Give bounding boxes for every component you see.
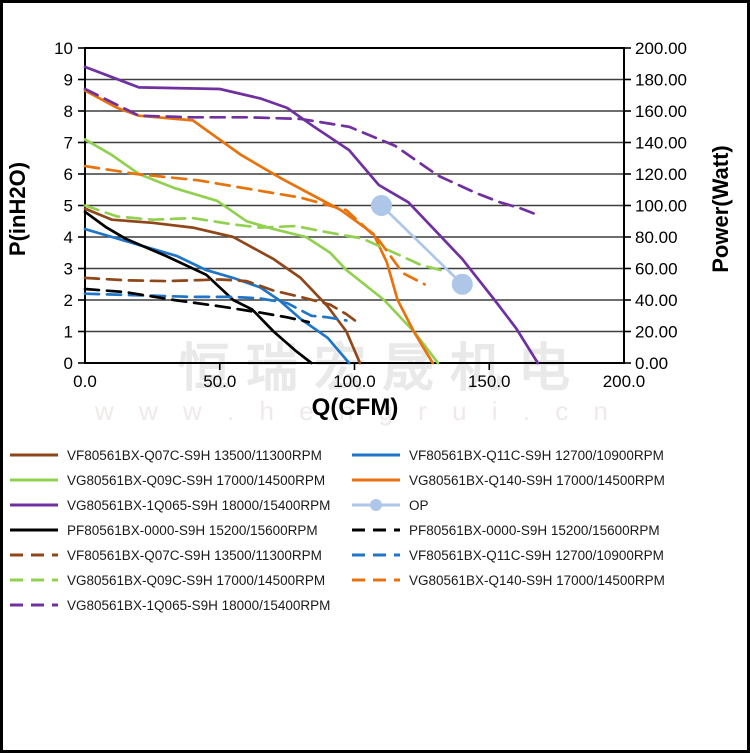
op-marker — [451, 273, 473, 295]
legend-line-swatch — [10, 453, 58, 457]
watermark-chinese-text: 恒瑞宏晟机电 — [178, 340, 587, 398]
legend-label: VG80561BX-Q09C-S9H 17000/14500RPM — [67, 472, 326, 488]
legend-item: VG80561BX-1Q065-S9H 18000/15400RPM — [8, 594, 330, 616]
op-marker — [370, 195, 392, 216]
y-right-tick-label: 80.00 — [635, 228, 678, 247]
y-right-tick-label: 60.00 — [635, 260, 678, 279]
legend-label: VF80561BX-Q11C-S9H 12700/10900RPM — [409, 447, 664, 463]
legend-swatch-marker — [370, 499, 382, 511]
series-line — [83, 207, 362, 365]
legend-label: VF80561BX-Q07C-S9H 13500/11300RPM — [67, 547, 322, 563]
legend-label: VF80561BX-Q11C-S9H 12700/10900RPM — [409, 547, 664, 563]
y-right-axis-title: Power(Watt) — [708, 145, 733, 273]
legend-item: PF80561BX-0000-S9H 15200/15600RPM — [350, 519, 660, 541]
series-line — [83, 87, 540, 217]
y-right-tick-label: 200.00 — [635, 39, 687, 58]
series-line — [83, 287, 311, 324]
legend-line-swatch — [352, 553, 400, 557]
legend-line-swatch — [10, 553, 58, 557]
y-left-tick-label: 7 — [64, 134, 73, 153]
x-tick-label: 0.0 — [73, 372, 97, 391]
y-left-tick-label: 9 — [64, 71, 73, 90]
legend-item: VF80561BX-Q11C-S9H 12700/10900RPM — [350, 444, 664, 466]
y-left-tick-label: 8 — [64, 102, 73, 121]
legend-line-swatch — [352, 528, 400, 532]
series-line — [83, 292, 348, 322]
y-left-tick-label: 5 — [64, 197, 73, 216]
y-right-tick-label: 160.00 — [635, 102, 687, 121]
legend-line-swatch — [352, 578, 400, 582]
x-axis-title: Q(CFM) — [311, 394, 399, 421]
y-right-tick-label: 0.00 — [635, 354, 668, 373]
series-line — [83, 210, 313, 365]
legend-line-swatch — [10, 503, 58, 507]
y-left-tick-label: 1 — [64, 323, 73, 342]
legend-label: VG80561BX-1Q065-S9H 18000/15400RPM — [67, 597, 331, 613]
y-left-tick-label: 3 — [64, 260, 73, 279]
series-line — [83, 65, 540, 365]
legend-item: VG80561BX-Q09C-S9H 17000/14500RPM — [8, 469, 325, 491]
legend-label: PF80561BX-0000-S9H 15200/15600RPM — [67, 522, 318, 538]
legend-item: VG80561BX-1Q065-S9H 18000/15400RPM — [8, 494, 330, 516]
x-tick-label: 200.0 — [603, 372, 646, 391]
y-right-tick-label: 120.00 — [635, 165, 687, 184]
x-tick-label: 100.0 — [333, 372, 376, 391]
series-line — [380, 204, 464, 286]
y-right-tick-label: 100.00 — [635, 197, 687, 216]
legend-label: VG80561BX-Q09C-S9H 17000/14500RPM — [67, 572, 326, 588]
series-line — [83, 276, 359, 324]
legend-op-marker-swatch — [352, 499, 400, 511]
y-left-axis-title: P(inH2O) — [5, 161, 30, 257]
x-tick-label: 50.0 — [203, 372, 236, 391]
legend-item: VF80561BX-Q11C-S9H 12700/10900RPM — [350, 544, 664, 566]
y-right-tick-label: 180.00 — [635, 71, 687, 90]
y-left-tick-label: 10 — [54, 39, 73, 58]
legend-item: VG80561BX-Q09C-S9H 17000/14500RPM — [8, 569, 325, 591]
legend-item: PF80561BX-0000-S9H 15200/15600RPM — [8, 519, 318, 541]
legend-label: OP — [409, 497, 429, 513]
y-left-tick-label: 0 — [64, 354, 73, 373]
legend-label: VG80561BX-1Q065-S9H 18000/15400RPM — [67, 497, 331, 513]
y-left-tick-label: 4 — [64, 228, 73, 247]
legend-label: VG80561BX-Q140-S9H 17000/14500RPM — [409, 472, 665, 488]
y-left-tick-label: 6 — [64, 165, 73, 184]
watermark-url-text: w w w . h e n g r u i . c n — [95, 396, 617, 426]
y-right-tick-label: 40.00 — [635, 291, 678, 310]
legend-item: VF80561BX-Q07C-S9H 13500/11300RPM — [8, 444, 322, 466]
series-line — [83, 227, 351, 365]
x-tick-label: 150.0 — [468, 372, 511, 391]
y-right-tick-label: 20.00 — [635, 323, 678, 342]
series-line — [83, 164, 426, 286]
legend-label: VG80561BX-Q140-S9H 17000/14500RPM — [409, 572, 665, 588]
legend-line-swatch — [352, 453, 400, 457]
legend-item: VG80561BX-Q140-S9H 17000/14500RPM — [350, 569, 665, 591]
legend-item: VF80561BX-Q07C-S9H 13500/11300RPM — [8, 544, 322, 566]
series-line — [83, 89, 435, 365]
legend-label: VF80561BX-Q07C-S9H 13500/11300RPM — [67, 447, 322, 463]
y-left-tick-label: 2 — [64, 291, 73, 310]
y-right-tick-label: 140.00 — [635, 134, 687, 153]
legend-line-swatch — [10, 528, 58, 532]
legend-line-swatch — [352, 478, 400, 482]
legend-item: VG80561BX-Q140-S9H 17000/14500RPM — [350, 469, 665, 491]
legend-line-swatch — [10, 603, 58, 607]
legend-line-swatch — [10, 578, 58, 582]
legend-line-swatch — [10, 478, 58, 482]
legend-item: OP — [350, 494, 429, 516]
legend-label: PF80561BX-0000-S9H 15200/15600RPM — [409, 522, 660, 538]
